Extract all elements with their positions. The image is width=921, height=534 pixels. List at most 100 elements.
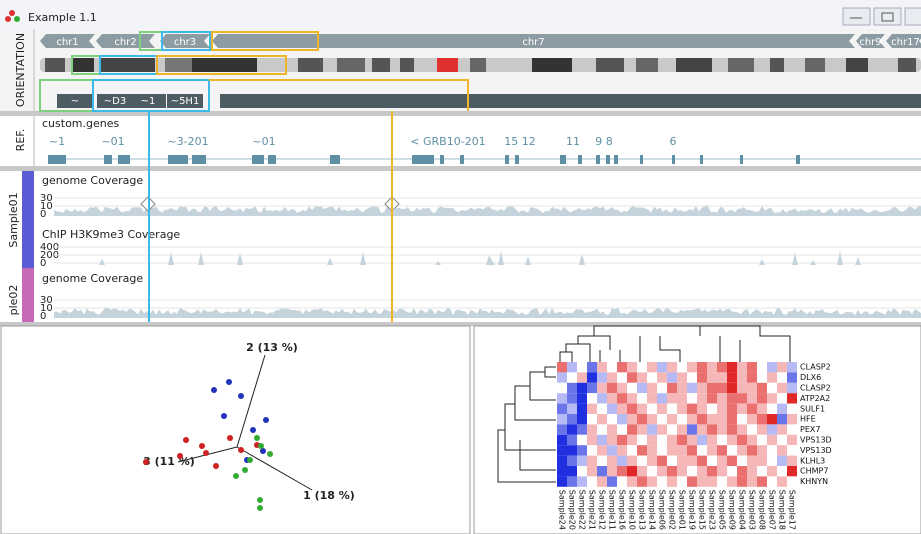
heatmap-cell: [767, 434, 777, 446]
heatmap-cell: [607, 455, 617, 466]
heatmap-cell: [567, 382, 577, 394]
sample-label: Sample01: [7, 192, 20, 247]
exon: [104, 155, 112, 164]
coverage: [54, 251, 921, 265]
exon: [515, 155, 519, 164]
heatmap-cell: [667, 466, 677, 477]
heatmap-cell: [667, 424, 677, 435]
heatmap-cell: [577, 424, 587, 435]
tick-label: 0: [40, 311, 46, 322]
heatmap-cell: [657, 476, 667, 487]
cytoband: [728, 58, 754, 72]
gene-label: ~3-201: [167, 135, 208, 148]
heatmap-cell: [717, 362, 727, 373]
heatmap-cell: [597, 466, 607, 477]
panel-label: REF.: [14, 129, 27, 152]
heatmap-cell: [727, 434, 737, 446]
heatmap-cell: [727, 382, 737, 394]
maximize-button[interactable]: [873, 7, 902, 26]
row-label: HFE: [800, 415, 816, 424]
row-label: KLHL3: [800, 456, 825, 465]
heatmap-cell: [587, 372, 597, 383]
exon: [460, 155, 464, 164]
cytoband: [298, 58, 323, 72]
minimize-button[interactable]: [842, 7, 871, 26]
pca-point: [257, 505, 263, 511]
heatmap-cell: [727, 445, 737, 456]
heatmap-cell: [647, 362, 657, 373]
gene-bar: [57, 94, 93, 108]
heatmap-cell: [677, 445, 687, 456]
dendrogram: [639, 325, 791, 362]
heatmap-cell: [737, 393, 747, 404]
separator: [0, 111, 921, 116]
tick-label: 200: [40, 250, 59, 261]
column-label: Sample04: [738, 490, 747, 530]
column-label: Sample06: [658, 490, 667, 530]
highlight: [211, 31, 319, 51]
heatmap-cell: [677, 403, 687, 414]
heatmap-cell: [597, 445, 607, 456]
heatmap-cell: [677, 466, 687, 477]
heatmap-cell: [637, 434, 647, 446]
heatmap-cell: [707, 445, 717, 456]
heatmap-cell: [757, 434, 767, 446]
heatmap-cell: [677, 393, 687, 404]
heatmap-cell: [577, 362, 587, 373]
heatmap-cell: [607, 445, 617, 456]
chromosome: [212, 34, 855, 48]
heatmap-cell: [777, 424, 787, 435]
heatmap-cell: [727, 372, 737, 383]
heatmap-cell: [757, 455, 767, 466]
gene-label: 15 12: [504, 135, 536, 148]
cytoband: [400, 58, 414, 72]
heatmap-cell: [617, 393, 627, 404]
heatmap-cell: [647, 393, 657, 404]
exon: [168, 155, 188, 164]
heatmap-cell: [587, 455, 597, 466]
cytoband: [337, 58, 365, 72]
heatmap-cell: [737, 466, 747, 477]
heatmap-cell: [597, 424, 607, 435]
chromosome: [886, 34, 921, 48]
column-label: Sample22: [578, 490, 587, 530]
heatmap-cell: [767, 424, 777, 435]
title-bar: [0, 0, 921, 29]
heatmap-cell: [767, 362, 777, 373]
heatmap-cell: [607, 466, 617, 477]
heatmap-cell: [777, 476, 787, 487]
heatmap-cell: [557, 382, 567, 394]
heatmap-cell: [577, 372, 587, 383]
heatmap-cell: [617, 476, 627, 487]
heatmap-cell: [587, 466, 597, 477]
heatmap-cell: [647, 476, 657, 487]
heatmap-cell: [717, 466, 727, 477]
column-label: Sample11: [608, 490, 617, 530]
heatmap-cell: [617, 362, 627, 373]
heatmap-cell: [747, 476, 757, 487]
heatmap-cell: [717, 455, 727, 466]
row-label: PEX7: [800, 425, 820, 434]
heatmap-cell: [647, 455, 657, 466]
heatmap-cell: [757, 372, 767, 383]
heatmap-cell: [787, 393, 797, 404]
heatmap-cell: [637, 424, 647, 435]
heatmap-cell: [707, 393, 717, 404]
chromosome-label: chr9: [859, 37, 881, 48]
dendrogram: [593, 325, 701, 362]
heatmap-cell: [627, 403, 637, 414]
column-label: Sample16: [618, 490, 627, 530]
heatmap-cell: [617, 403, 627, 414]
heatmap-cell: [637, 414, 647, 425]
dendrogram: [497, 366, 556, 483]
heatmap-cell: [667, 372, 677, 383]
heatmap-cell: [737, 403, 747, 414]
column-label: Sample15: [698, 490, 707, 530]
column-label: Sample23: [708, 490, 717, 530]
pca-point: [238, 393, 244, 399]
column-label: Sample03: [748, 490, 757, 530]
row-label: KHNYN: [800, 477, 828, 486]
close-button[interactable]: [904, 7, 921, 26]
heatmap-cell: [727, 362, 737, 373]
heatmap-cell: [617, 424, 627, 435]
